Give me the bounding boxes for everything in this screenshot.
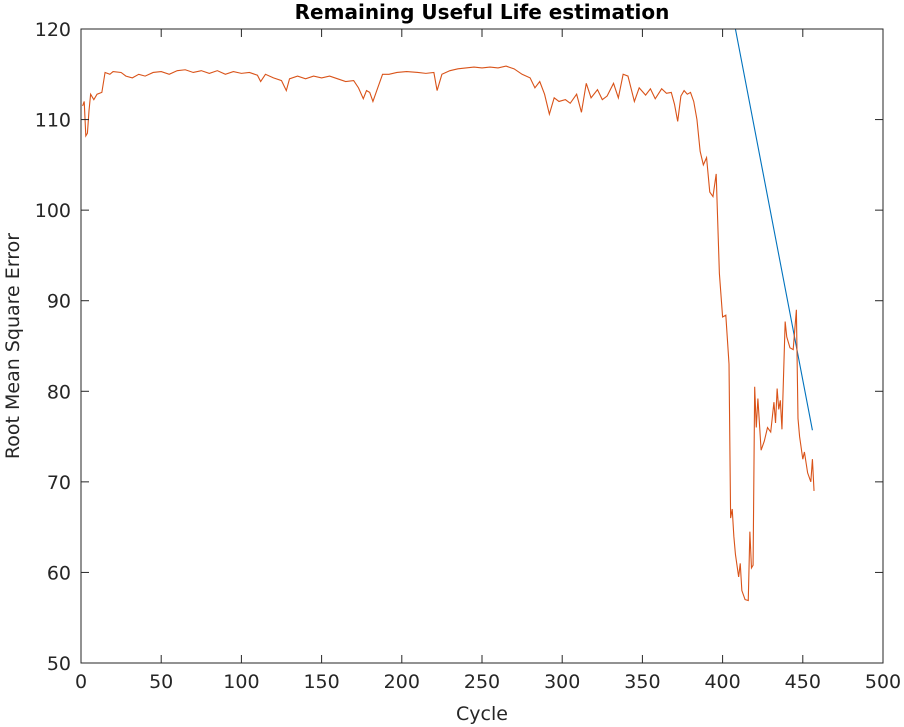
y-tick-label: 100 xyxy=(35,200,71,222)
y-tick-label: 60 xyxy=(47,562,71,584)
chart-title: Remaining Useful Life estimation xyxy=(295,0,670,24)
x-tick-label: 450 xyxy=(785,671,821,693)
x-tick-label: 250 xyxy=(464,671,500,693)
plot-area xyxy=(81,29,883,663)
x-tick-label: 0 xyxy=(75,671,87,693)
y-axis-label: Root Mean Square Error xyxy=(2,233,24,459)
x-axis-label: Cycle xyxy=(456,703,508,725)
y-tick-label: 120 xyxy=(35,19,71,41)
x-tick-label: 150 xyxy=(303,671,339,693)
x-tick-label: 400 xyxy=(704,671,740,693)
y-tick-label: 90 xyxy=(47,291,71,313)
y-tick-label: 80 xyxy=(47,381,71,403)
y-tick-label: 110 xyxy=(35,110,71,132)
x-tick-label: 50 xyxy=(149,671,173,693)
x-tick-label: 300 xyxy=(544,671,580,693)
series-line xyxy=(82,65,815,602)
y-tick-label: 70 xyxy=(47,472,71,494)
x-tick-label: 200 xyxy=(384,671,420,693)
x-tick-label: 500 xyxy=(865,671,901,693)
x-tick-label: 350 xyxy=(624,671,660,693)
y-tick-label: 50 xyxy=(47,653,71,675)
x-tick-label: 100 xyxy=(223,671,259,693)
